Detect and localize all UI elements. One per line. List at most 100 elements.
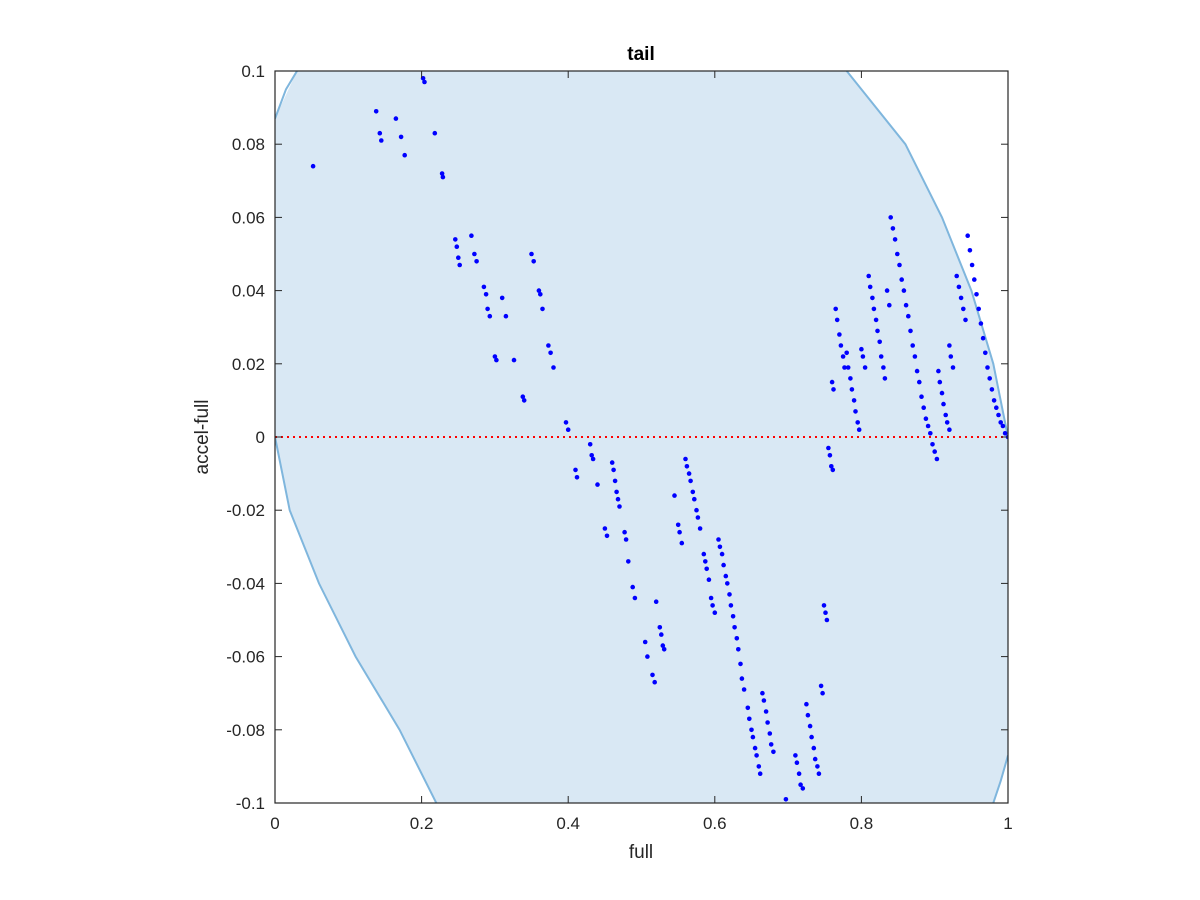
data-point [659, 632, 664, 637]
data-point [941, 401, 946, 407]
data-point [853, 409, 858, 414]
data-point [895, 251, 900, 257]
data-point [453, 237, 458, 242]
data-point [859, 346, 864, 352]
data-point [492, 354, 498, 359]
data-point [469, 233, 474, 238]
data-point [989, 387, 995, 392]
data-point [1002, 431, 1008, 436]
data-point [956, 284, 962, 290]
data-point [717, 544, 723, 550]
data-point [800, 786, 806, 791]
data-point [783, 797, 789, 802]
data-point [614, 489, 619, 495]
y-tick-label: 0.02 [232, 355, 265, 374]
data-point [536, 288, 542, 293]
data-point [821, 603, 827, 608]
data-point [804, 701, 809, 707]
data-point [760, 690, 765, 696]
data-point [756, 764, 762, 769]
data-point [695, 515, 701, 520]
data-point [887, 302, 892, 308]
data-point [661, 647, 667, 652]
x-tick-label: 0 [270, 814, 279, 833]
data-point [972, 277, 977, 282]
y-tick-label: 0 [256, 428, 265, 447]
data-point [474, 259, 479, 264]
data-point [881, 365, 886, 370]
data-point [531, 259, 536, 264]
data-point [987, 376, 992, 381]
data-point [873, 317, 879, 323]
data-point [551, 365, 556, 370]
data-point [612, 478, 618, 484]
data-point [701, 551, 707, 557]
data-point [565, 427, 571, 433]
y-tick-label: -0.04 [226, 574, 265, 593]
data-point [609, 460, 615, 465]
data-point [923, 416, 929, 422]
data-point [752, 745, 758, 751]
data-point [963, 317, 968, 323]
data-point [511, 357, 517, 363]
data-point [587, 442, 593, 447]
data-point [856, 427, 862, 433]
data-point [796, 771, 802, 776]
data-point [377, 130, 383, 136]
data-point [645, 654, 650, 659]
data-point [829, 379, 835, 385]
data-point [652, 679, 657, 685]
data-point [548, 350, 553, 356]
data-point [719, 551, 725, 557]
data-point [761, 698, 767, 703]
data-point [373, 109, 379, 114]
data-point [574, 475, 580, 480]
data-point [833, 306, 838, 312]
data-point [736, 647, 741, 652]
x-axis-label: full [629, 842, 653, 863]
data-point [878, 354, 884, 359]
data-point [983, 350, 988, 356]
data-point [432, 130, 438, 136]
data-point [439, 171, 445, 176]
y-tick-label: 0.06 [232, 208, 265, 227]
data-point [672, 493, 677, 498]
data-point [694, 507, 699, 513]
data-point [884, 288, 890, 293]
data-point [704, 566, 709, 572]
data-point [1000, 423, 1006, 429]
data-point [521, 398, 527, 403]
data-point [734, 636, 740, 641]
data-point [976, 306, 981, 312]
data-point [615, 496, 621, 502]
x-tick-label: 0.4 [556, 814, 580, 833]
data-point [991, 398, 997, 403]
data-point [741, 687, 747, 692]
data-point [675, 522, 681, 528]
data-point [974, 292, 979, 297]
data-point [824, 617, 830, 623]
data-point [688, 478, 693, 484]
data-point [877, 339, 882, 345]
data-point [812, 756, 818, 762]
data-point [503, 313, 509, 319]
data-point [816, 771, 822, 776]
y-tick-label: 0.08 [232, 135, 265, 154]
data-point [855, 420, 860, 425]
data-point [697, 526, 703, 531]
data-point [727, 592, 732, 597]
data-point [602, 526, 608, 531]
y-tick-label: -0.02 [226, 501, 265, 520]
data-point [754, 753, 759, 758]
data-point [732, 625, 737, 630]
data-point [457, 262, 463, 268]
data-point [912, 354, 918, 359]
data-point [520, 394, 526, 400]
data-point [882, 376, 888, 381]
data-point [738, 661, 743, 667]
data-point [947, 427, 952, 433]
data-point [393, 116, 399, 121]
data-point [626, 559, 631, 564]
